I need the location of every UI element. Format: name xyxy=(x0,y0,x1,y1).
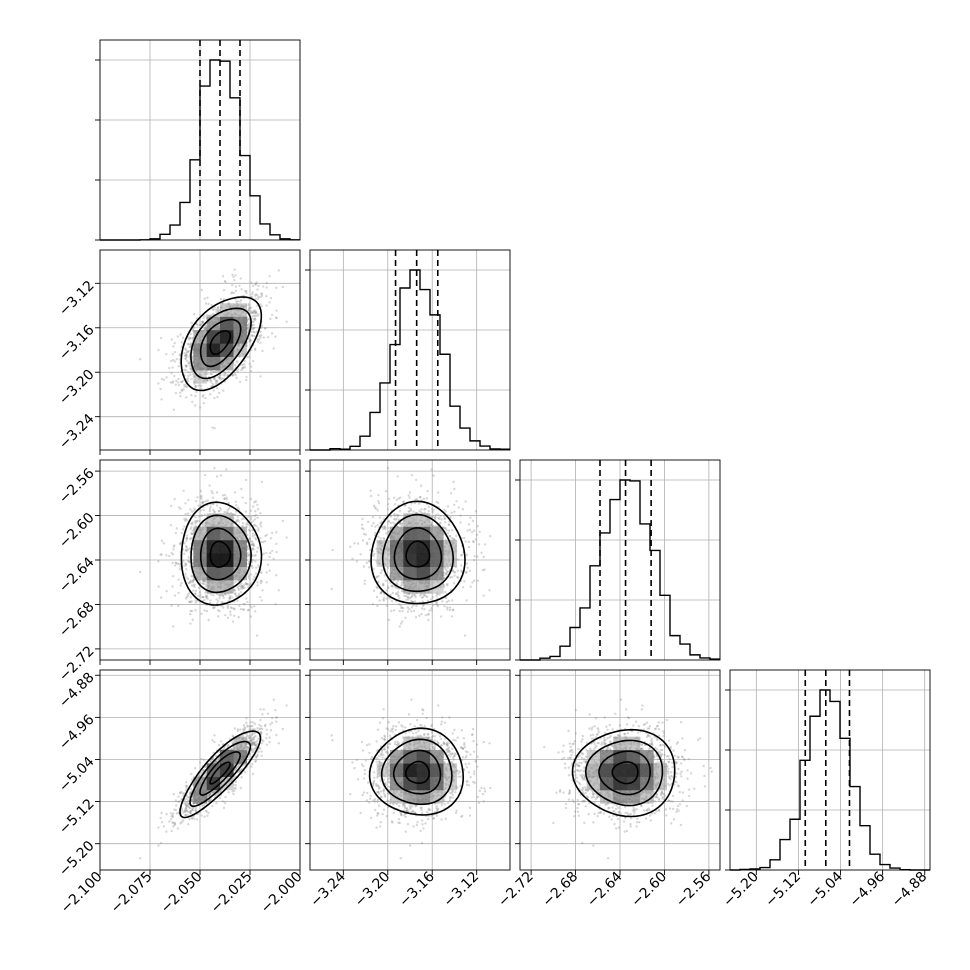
contours-3-1 xyxy=(368,727,465,816)
x-tick-label-3-3: −4.96 xyxy=(847,869,889,911)
x-tick-label-2-0: −2.72 xyxy=(495,869,537,911)
y-tick-label-3-2: −5.04 xyxy=(56,754,98,796)
contours-2-1 xyxy=(370,500,466,605)
frame-1-0 xyxy=(99,249,301,451)
contour-3-0-3 xyxy=(209,761,231,785)
histogram-1 xyxy=(310,269,510,451)
contour-3-0-0 xyxy=(179,730,262,819)
x-tick-label-2-3: −2.60 xyxy=(628,869,670,911)
y-tick-label-3-3: −4.96 xyxy=(56,712,98,754)
panel-3-0 xyxy=(95,669,301,875)
x-tick-label-2-4: −2.56 xyxy=(673,869,715,911)
contour-3-2-2 xyxy=(598,750,651,796)
x-tick-label-1-0: −3.24 xyxy=(307,869,349,911)
contour-2-1-1 xyxy=(381,513,455,593)
y-tick-label-1-3: −3.12 xyxy=(56,278,98,320)
y-tick-label-2-4: −2.56 xyxy=(56,465,98,507)
x-tick-label-0-1: −2.075 xyxy=(108,869,156,917)
contour-3-2-0 xyxy=(571,728,676,818)
frame-3-2 xyxy=(519,669,721,871)
contours-3-2 xyxy=(571,728,676,818)
frame-2-1 xyxy=(309,459,511,661)
x-tick-label-3-2: −5.04 xyxy=(805,869,847,911)
contour-2-1-3 xyxy=(405,540,431,568)
frame-2-0 xyxy=(99,459,301,661)
x-tick-label-1-1: −3.20 xyxy=(352,869,394,911)
panel-2-1 xyxy=(305,459,511,665)
hist-panel-1 xyxy=(305,249,511,451)
contours-3-0 xyxy=(179,730,262,819)
panel-3-1 xyxy=(305,669,511,875)
contour-3-1-1 xyxy=(380,738,453,806)
x-tick-label-3-4: −4.88 xyxy=(889,869,931,911)
x-tick-label-1-2: −3.16 xyxy=(396,869,438,911)
contour-3-1-2 xyxy=(392,749,442,795)
panel-2-0 xyxy=(95,459,301,665)
y-tick-label-2-3: −2.60 xyxy=(56,510,98,552)
panel-3-2 xyxy=(515,669,721,875)
contour-2-0-3 xyxy=(209,540,232,568)
hist-panel-2 xyxy=(515,459,721,661)
x-tick-label-1-3: −3.12 xyxy=(441,869,483,911)
y-tick-label-2-1: −2.68 xyxy=(56,599,98,641)
contour-1-0-3 xyxy=(209,330,232,356)
y-tick-label-3-1: −5.12 xyxy=(56,796,98,838)
contour-2-0-1 xyxy=(190,514,252,594)
x-tick-label-0-3: −2.025 xyxy=(208,869,256,917)
density-2-1 xyxy=(376,513,457,594)
y-tick-label-2-2: −2.64 xyxy=(56,554,98,596)
density-3-1 xyxy=(376,736,457,804)
contour-1-0-0 xyxy=(180,296,263,392)
y-tick-label-1-0: −3.24 xyxy=(56,411,98,453)
histogram-3 xyxy=(730,689,930,871)
contour-3-0-2 xyxy=(199,751,242,796)
y-tick-label-1-1: −3.20 xyxy=(56,367,98,409)
contours-1-0 xyxy=(180,296,263,392)
contour-3-1-3 xyxy=(404,760,430,785)
frame-diag-1 xyxy=(309,249,511,451)
contour-2-1-2 xyxy=(393,527,443,580)
x-tick-label-3-0: −5.20 xyxy=(720,869,762,911)
panel-1-0 xyxy=(95,249,301,455)
contour-3-2-1 xyxy=(584,739,664,807)
histogram-2 xyxy=(520,479,720,661)
contours-2-0 xyxy=(180,501,263,606)
x-tick-label-2-1: −2.68 xyxy=(540,869,582,911)
hist-panel-3 xyxy=(725,669,931,871)
x-tick-label-0-2: −2.050 xyxy=(158,869,206,917)
frame-diag-2 xyxy=(519,459,721,661)
y-tick-label-1-2: −3.16 xyxy=(56,322,98,364)
x-tick-label-2-2: −2.64 xyxy=(584,869,626,911)
contour-1-0-1 xyxy=(190,307,252,380)
frame-3-1 xyxy=(309,669,511,871)
contour-3-0-1 xyxy=(189,740,252,808)
frame-diag-3 xyxy=(729,669,931,871)
contour-2-0-0 xyxy=(180,501,263,606)
frame-3-0 xyxy=(99,669,301,871)
contour-1-0-2 xyxy=(199,318,242,368)
contour-3-1-0 xyxy=(368,727,465,816)
contour-2-0-2 xyxy=(199,527,242,581)
hist-panel-0 xyxy=(95,39,301,241)
contour-3-2-3 xyxy=(611,761,639,785)
frame-diag-0 xyxy=(99,39,301,241)
contour-2-1-0 xyxy=(370,500,466,605)
x-tick-label-0-4: −2.000 xyxy=(258,869,306,917)
x-tick-label-3-1: −5.12 xyxy=(762,869,804,911)
